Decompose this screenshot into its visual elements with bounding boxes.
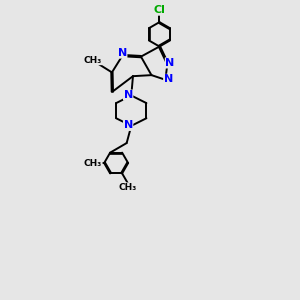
Text: N: N <box>124 90 133 100</box>
Text: N: N <box>164 74 173 84</box>
Text: N: N <box>124 120 133 130</box>
Text: CH₃: CH₃ <box>84 158 102 167</box>
Text: N: N <box>118 48 127 58</box>
Text: N: N <box>165 58 175 68</box>
Text: Cl: Cl <box>154 5 165 15</box>
Text: CH₃: CH₃ <box>84 56 102 65</box>
Text: CH₃: CH₃ <box>119 183 137 192</box>
